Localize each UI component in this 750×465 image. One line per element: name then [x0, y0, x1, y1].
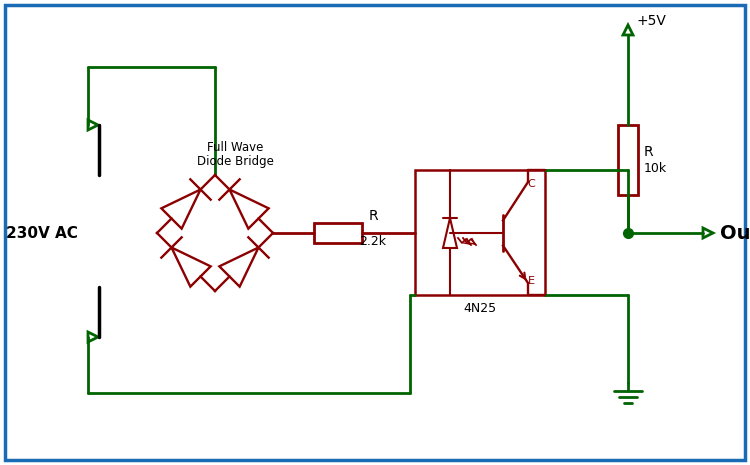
Bar [314, 223, 362, 243]
Text: 2.2k: 2.2k [359, 235, 386, 248]
Bar [415, 170, 545, 295]
Text: R: R [644, 145, 653, 159]
Text: Output: Output [720, 224, 750, 243]
Text: 4N25: 4N25 [464, 303, 496, 315]
Text: E: E [527, 276, 535, 286]
Text: Diode Bridge: Diode Bridge [196, 154, 274, 167]
Text: Full Wave: Full Wave [207, 140, 263, 153]
Text: +5V: +5V [636, 14, 666, 28]
Text: R: R [368, 209, 378, 223]
Text: 230V AC: 230V AC [6, 226, 78, 240]
Text: C: C [527, 179, 535, 189]
Bar [618, 125, 638, 195]
Text: 10k: 10k [644, 161, 668, 174]
